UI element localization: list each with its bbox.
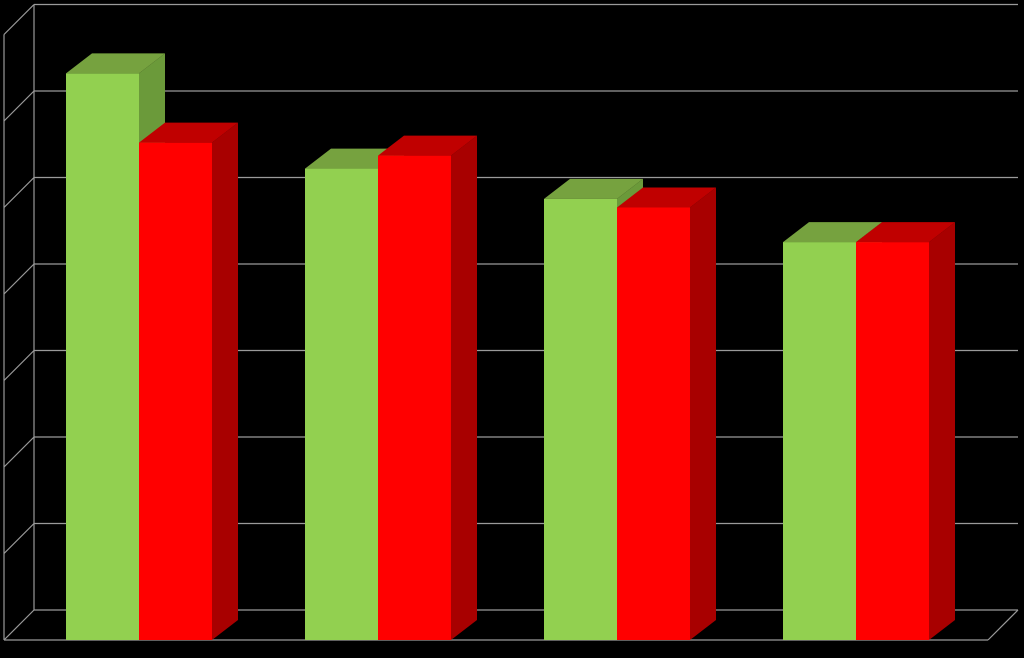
bar-top <box>378 135 477 156</box>
bar-front <box>66 73 139 641</box>
bar-side <box>451 135 477 640</box>
bar-front <box>783 242 856 640</box>
bar-side <box>929 222 955 640</box>
bar-front <box>139 142 212 640</box>
bar-front <box>856 242 929 640</box>
bar <box>139 122 238 640</box>
bar-top <box>783 222 882 243</box>
gridline-side <box>3 263 35 295</box>
gridline-side <box>3 4 35 35</box>
bar-front <box>378 155 451 640</box>
gridline-side <box>3 350 35 381</box>
bars <box>66 53 955 641</box>
bar-front <box>617 207 690 640</box>
bar-top <box>139 122 238 143</box>
bar-side <box>690 187 716 640</box>
bar-front <box>305 168 378 640</box>
bar <box>617 187 716 640</box>
bar-side <box>212 122 238 640</box>
bar-front <box>544 198 617 640</box>
bar <box>856 222 955 640</box>
bar <box>378 135 477 640</box>
gridline-side <box>3 177 35 208</box>
gridline-side <box>3 90 35 122</box>
bar-top <box>617 187 716 208</box>
gridline-side <box>3 609 35 641</box>
gridline-side <box>3 523 35 554</box>
bar-top <box>856 222 955 243</box>
bar-top <box>66 53 165 74</box>
gridline-side <box>3 436 35 468</box>
bar-top <box>544 178 643 199</box>
floor-right-edge <box>987 609 1019 641</box>
